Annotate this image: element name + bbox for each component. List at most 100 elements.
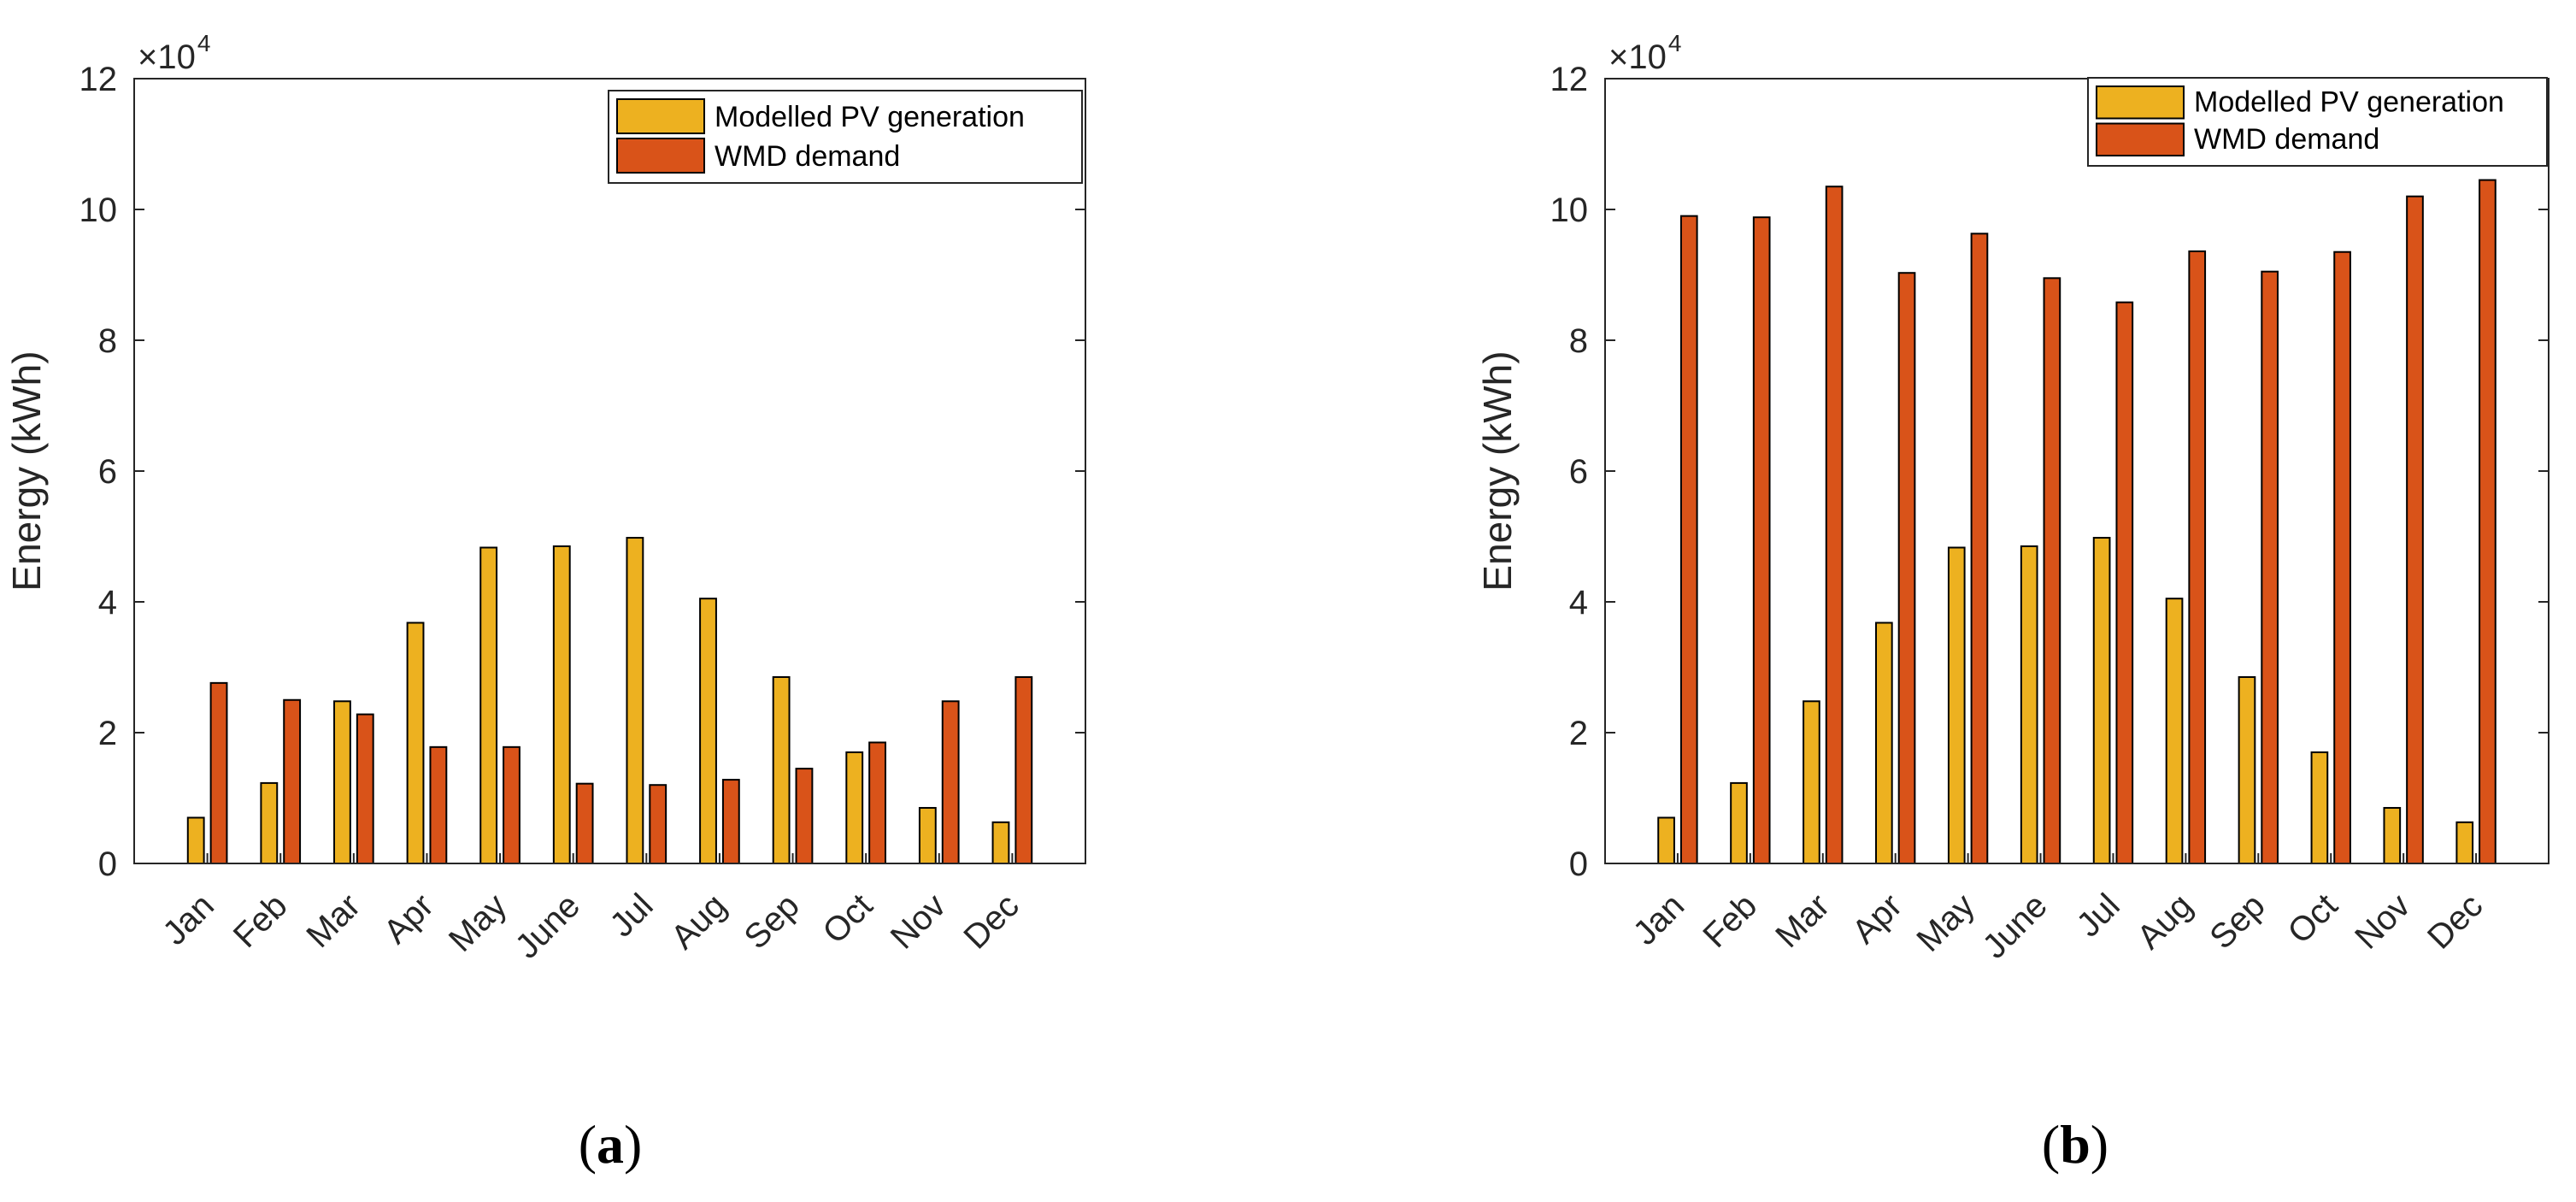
bar-demand-apr [1897, 272, 1916, 864]
x-tick-label-dec: Dec [2420, 887, 2490, 956]
bar-demand-nov [2406, 195, 2424, 864]
x-tick-label-sep: Sep [2203, 887, 2272, 956]
x-tick-label-sep: Sep [737, 887, 806, 956]
y-multiplier-exponent: 4 [1668, 30, 1682, 56]
y-tick-label: 12 [1550, 61, 1589, 98]
bar-pv-nov [2383, 806, 2402, 864]
bar-pv-apr [1875, 622, 1893, 864]
bar-pv-feb [1730, 781, 1748, 865]
bar-demand-may [503, 745, 520, 865]
legend-swatch-pv [616, 98, 705, 134]
bar-pv-oct [2310, 751, 2329, 865]
x-tick-label-jul: Jul [2070, 887, 2127, 944]
bar-demand-may [1970, 233, 1989, 864]
bar-pv-dec [991, 821, 1010, 864]
x-tick-label-feb: Feb [1696, 887, 1764, 955]
bar-pv-aug [2165, 598, 2184, 864]
legend-label-demand: WMD demand [2194, 123, 2379, 156]
bar-pv-dec [2455, 821, 2474, 864]
bar-pv-oct [845, 751, 864, 865]
y-axis-label: Energy (kWh) [1475, 351, 1520, 591]
bar-demand-jul [649, 784, 668, 865]
y-tick-label: 6 [98, 453, 117, 491]
legend-swatch-pv [2096, 85, 2185, 120]
legend-swatch-demand [616, 138, 705, 174]
y-multiplier: ×10 [1609, 38, 1667, 76]
x-tick-label-june: June [1975, 887, 2054, 965]
bar-demand-feb [283, 698, 302, 864]
x-tick-label-apr: Apr [377, 887, 441, 951]
panel-label-b: (b) [2042, 1114, 2108, 1175]
y-tick-label: 4 [98, 584, 117, 622]
bar-pv-feb [260, 781, 279, 865]
y-tick-label: 10 [79, 191, 118, 229]
bar-demand-aug [721, 779, 740, 865]
bar-demand-apr [429, 745, 448, 865]
y-tick-label: 8 [98, 322, 117, 360]
x-tick-label-jan: Jan [156, 887, 221, 952]
x-tick-label-oct: Oct [2280, 887, 2344, 951]
x-tick-label-may: May [442, 887, 515, 959]
y-tick-label: 10 [1550, 191, 1589, 229]
bar-demand-mar [1825, 186, 1844, 865]
bar-pv-mar [333, 700, 351, 865]
legend-label-pv: Modelled PV generation [2194, 86, 2504, 119]
bar-demand-oct [2333, 250, 2351, 865]
bar-pv-apr [406, 622, 425, 864]
bar-demand-nov [941, 700, 960, 865]
x-tick-label-mar: Mar [299, 887, 368, 955]
bar-pv-june [552, 545, 571, 864]
legend: Modelled PV generation WMD demand [2087, 77, 2548, 167]
bar-pv-june [2020, 545, 2038, 864]
y-tick-label: 2 [1569, 715, 1588, 752]
y-tick-label: 12 [79, 61, 118, 98]
x-tick-label-apr: Apr [1845, 887, 1909, 951]
legend-label-demand: WMD demand [715, 140, 900, 173]
x-tick-label-june: June [509, 887, 587, 965]
bar-pv-aug [699, 598, 717, 864]
y-tick-label: 2 [98, 715, 117, 752]
y-tick-label: 6 [1569, 453, 1588, 491]
bar-pv-mar [1803, 700, 1820, 865]
x-tick-label-oct: Oct [815, 887, 879, 951]
bar-demand-jul [2115, 301, 2134, 864]
bar-demand-june [2043, 277, 2061, 864]
panel-label-a: (a) [579, 1114, 643, 1175]
bar-demand-dec [1015, 675, 1033, 864]
x-tick-label-jul: Jul [603, 887, 660, 944]
x-tick-label-aug: Aug [664, 887, 733, 956]
bar-pv-jan [1657, 816, 1675, 865]
bar-pv-jul [2092, 537, 2111, 865]
y-multiplier-exponent: 4 [197, 30, 211, 56]
bar-demand-jan [1679, 215, 1698, 864]
x-tick-label-may: May [1909, 887, 1982, 959]
x-tick-label-dec: Dec [956, 887, 1026, 956]
bar-pv-jan [186, 816, 205, 865]
bar-demand-june [575, 782, 594, 864]
bar-pv-sep [2238, 675, 2256, 864]
bar-demand-feb [1752, 216, 1771, 864]
bar-demand-aug [2188, 250, 2207, 864]
y-tick-label: 0 [1569, 846, 1588, 883]
y-axis-label: Energy (kWh) [4, 351, 49, 591]
x-tick-label-nov: Nov [2348, 887, 2417, 956]
bar-demand-dec [2479, 179, 2497, 864]
legend: Modelled PV generation WMD demand [608, 90, 1083, 184]
y-tick-label: 0 [98, 846, 117, 883]
bar-pv-nov [918, 806, 937, 864]
bar-demand-oct [868, 741, 886, 864]
bar-pv-sep [772, 675, 791, 864]
legend-label-pv: Modelled PV generation [715, 101, 1025, 133]
bar-pv-may [479, 546, 498, 864]
bar-demand-mar [356, 713, 374, 865]
bar-pv-may [1947, 546, 1966, 864]
bar-demand-sep [2261, 270, 2279, 864]
legend-swatch-demand [2096, 122, 2185, 156]
x-tick-label-nov: Nov [884, 887, 953, 956]
y-tick-label: 4 [1569, 584, 1588, 622]
x-tick-label-feb: Feb [226, 887, 295, 955]
bar-pv-jul [626, 537, 644, 865]
